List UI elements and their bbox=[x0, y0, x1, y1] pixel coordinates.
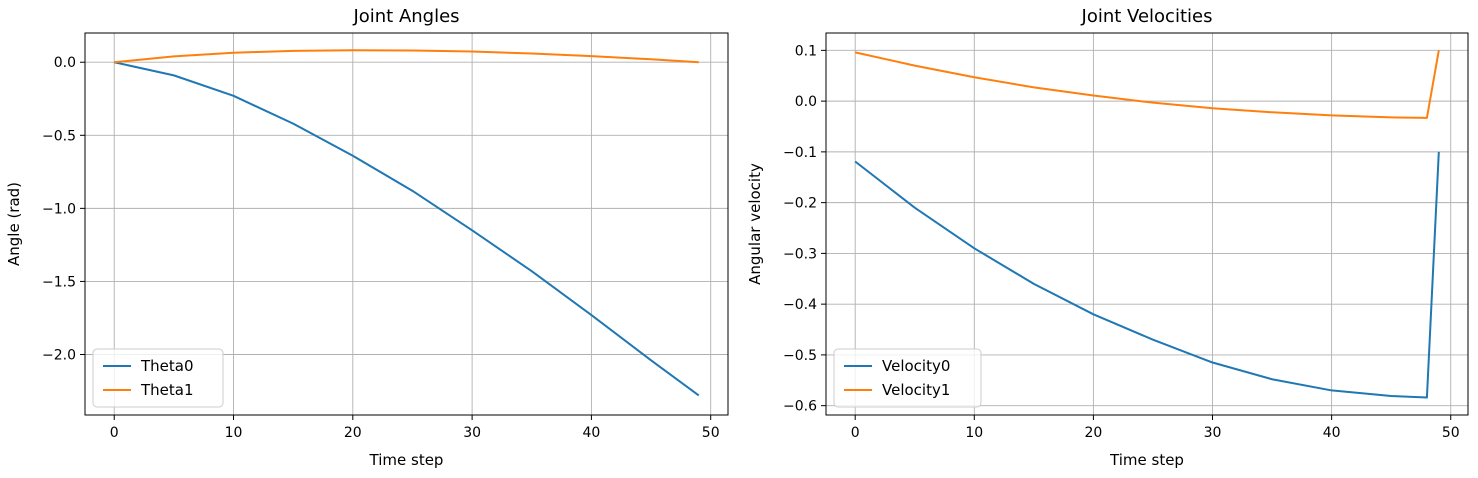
x-tick-label: 30 bbox=[1204, 425, 1222, 441]
x-tick-label: 40 bbox=[582, 425, 600, 441]
y-tick-label: −0.3 bbox=[783, 246, 817, 262]
legend: Theta0 Theta1 bbox=[92, 348, 224, 408]
y-tick-label: −1.5 bbox=[42, 274, 76, 290]
legend: Velocity0 Velocity1 bbox=[833, 348, 982, 408]
y-tick-label: −0.5 bbox=[42, 128, 76, 144]
legend-box bbox=[833, 348, 982, 408]
plot-frame bbox=[84, 32, 729, 416]
x-tick-label: 20 bbox=[1084, 425, 1102, 441]
legend-label-theta0: Theta0 bbox=[140, 357, 194, 375]
y-tick-label: 0.0 bbox=[54, 55, 76, 71]
x-axis-label: Time step bbox=[369, 451, 444, 469]
y-tick-label: −1.0 bbox=[42, 201, 76, 217]
plot-frame bbox=[825, 32, 1469, 416]
y-tick-label: 0.1 bbox=[795, 43, 817, 59]
legend-box bbox=[92, 348, 224, 408]
x-tick-label: 30 bbox=[463, 425, 481, 441]
x-axis-label: Time step bbox=[1109, 451, 1184, 469]
series-line-velocity0 bbox=[854, 151, 1440, 399]
x-tick-label: 0 bbox=[851, 425, 860, 441]
x-tick-label: 10 bbox=[965, 425, 983, 441]
x-tick-label: 0 bbox=[110, 425, 119, 441]
y-axis-label: Angle (rad) bbox=[5, 182, 23, 266]
series-line-theta1 bbox=[114, 49, 699, 64]
chart-title: Joint Velocities bbox=[1081, 6, 1213, 27]
y-tick-label: −0.2 bbox=[783, 196, 817, 212]
legend-label-velocity1: Velocity1 bbox=[882, 381, 950, 399]
chart-panel-1: 0 10 20 30 40 50 0.0 −0.5 −1.0 −1.5 −2.0 Joint Angl… bbox=[5, 6, 729, 469]
y-tick-label: 0.0 bbox=[795, 94, 817, 110]
x-tick-label: 20 bbox=[344, 425, 362, 441]
x-tick-label: 50 bbox=[1442, 425, 1460, 441]
x-tick-label: 50 bbox=[702, 425, 720, 441]
y-tick-label: −0.6 bbox=[783, 399, 817, 415]
x-tick-label: 40 bbox=[1323, 425, 1341, 441]
y-axis-label: Angular velocity bbox=[746, 163, 764, 285]
y-tick-label: −0.1 bbox=[783, 145, 817, 161]
y-tick-label: −0.5 bbox=[783, 348, 817, 364]
x-tick-label: 10 bbox=[225, 425, 243, 441]
y-tick-label: −2.0 bbox=[42, 347, 76, 363]
chart-title: Joint Angles bbox=[352, 6, 459, 27]
y-tick-label: −0.4 bbox=[783, 297, 817, 313]
chart-panel-2: 0 10 20 30 40 50 0.1 0.0 −0.1 −0.2 −0.3 −0.4 −0.5 −0.… bbox=[746, 6, 1469, 469]
series-line-theta0 bbox=[114, 61, 700, 397]
legend-label-velocity0: Velocity0 bbox=[882, 357, 950, 375]
legend-label-theta1: Theta1 bbox=[140, 381, 194, 399]
series-line-velocity1 bbox=[854, 50, 1440, 119]
